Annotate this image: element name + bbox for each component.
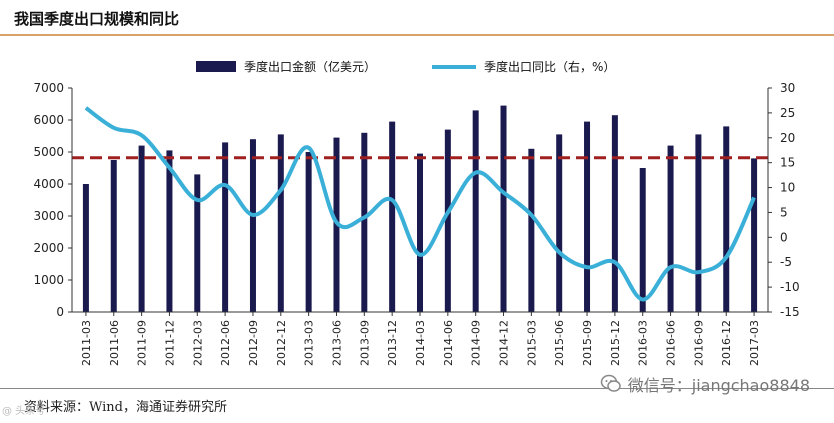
- bar: [751, 158, 758, 312]
- y-left-tick-label: 5000: [33, 145, 64, 159]
- line-series: [84, 106, 756, 302]
- bar: [82, 184, 89, 312]
- y-right-tick-label: 5: [780, 205, 788, 219]
- y-left-tick-label: 7000: [33, 81, 64, 95]
- bar: [500, 105, 507, 312]
- x-tick-label: 2016-06: [665, 320, 678, 366]
- y-right-tick-label: 25: [780, 106, 795, 120]
- title-divider: [0, 34, 834, 36]
- chart-title: 我国季度出口规模和同比: [14, 10, 180, 28]
- y-right-tick-label: -5: [780, 255, 792, 269]
- bar: [277, 134, 284, 312]
- y-left-tick-label: 2000: [33, 241, 64, 255]
- y-right-tick-label: 20: [780, 131, 795, 145]
- x-tick-label: 2016-12: [720, 320, 733, 366]
- bar: [472, 110, 479, 313]
- bar: [667, 145, 674, 312]
- bar: [528, 148, 535, 312]
- x-tick-label: 2012-09: [247, 320, 260, 366]
- footer-divider: [0, 388, 834, 389]
- y-right-tick-label: 30: [780, 81, 795, 95]
- corner-watermark: @ 头条号: [2, 406, 46, 417]
- bar: [305, 152, 312, 312]
- x-tick-label: 2016-09: [692, 320, 705, 366]
- x-tick-label: 2014-09: [470, 320, 483, 366]
- x-tick-label: 2012-03: [191, 320, 204, 366]
- y-left-tick-label: 4000: [33, 177, 64, 191]
- legend: 季度出口金额（亿美元） 季度出口同比（右，%）: [196, 59, 615, 74]
- x-tick-label: 2011-06: [108, 320, 121, 366]
- x-tick-label: 2015-09: [581, 320, 594, 366]
- x-tick-label: 2015-06: [553, 320, 566, 366]
- x-tick-label: 2011-03: [80, 320, 93, 366]
- y-right-tick-label: 10: [780, 181, 795, 195]
- bar: [389, 121, 396, 312]
- bar: [361, 132, 368, 312]
- x-tick-label: 2014-12: [498, 320, 511, 366]
- x-tick-label: 2012-12: [275, 320, 288, 366]
- x-tick-label: 2011-12: [163, 320, 176, 366]
- wechat-icon: [600, 374, 621, 392]
- y-right-tick-label: -10: [780, 280, 800, 294]
- y-right-tick-label: -15: [780, 305, 800, 319]
- bar: [194, 174, 201, 312]
- watermark: 微信号：jiangchao8848: [600, 372, 810, 396]
- axes: 0 1000 2000 3000 4000 5000 6000 7000 -15 -10 -5 0 5 1…: [33, 81, 799, 366]
- x-tick-label: 2013-06: [330, 320, 343, 366]
- y-left-tick-label: 6000: [33, 113, 64, 127]
- bar: [166, 150, 173, 312]
- x-tick-label: 2011-09: [136, 320, 149, 366]
- bar: [584, 121, 591, 312]
- x-tick-label: 2014-06: [442, 320, 455, 366]
- x-tick-label: 2016-03: [637, 320, 650, 366]
- legend-line-label: 季度出口同比（右，%）: [484, 59, 615, 74]
- y-right-tick-label: 0: [780, 230, 788, 244]
- bar: [249, 139, 256, 312]
- y-left-tick-label: 1000: [33, 273, 64, 287]
- bar: [723, 126, 730, 313]
- chart-area: 季度出口金额（亿美元） 季度出口同比（右，%） 0 1000 2000 3000 4000…: [33, 59, 799, 366]
- legend-bar-swatch: [196, 61, 236, 72]
- bar: [556, 134, 563, 312]
- bar: [639, 168, 646, 312]
- bar: [444, 129, 451, 312]
- bar: [611, 115, 618, 312]
- y-left-tick-label: 0: [56, 305, 64, 319]
- watermark-text: 微信号：jiangchao8848: [627, 376, 810, 395]
- bar: [110, 160, 117, 312]
- bar: [138, 145, 145, 312]
- y-left-tick-label: 3000: [33, 209, 64, 223]
- bar-series: [82, 105, 758, 313]
- bar: [417, 153, 423, 312]
- x-tick-label: 2014-03: [414, 320, 427, 366]
- x-tick-label: 2013-03: [303, 320, 316, 366]
- x-tick-label: 2012-06: [219, 320, 232, 366]
- y-right-tick-label: 15: [780, 156, 795, 170]
- x-tick-label: 2013-09: [358, 320, 371, 366]
- bar: [695, 134, 702, 312]
- x-tick-label: 2013-12: [386, 320, 399, 366]
- x-tick-label: 2015-03: [525, 320, 538, 366]
- legend-bar-label: 季度出口金额（亿美元）: [244, 59, 376, 74]
- x-tick-label: 2017-03: [748, 320, 761, 366]
- bar: [222, 142, 229, 312]
- x-tick-label: 2015-12: [609, 320, 622, 366]
- source-note: 资料来源：Wind，海通证券研究所: [24, 400, 227, 415]
